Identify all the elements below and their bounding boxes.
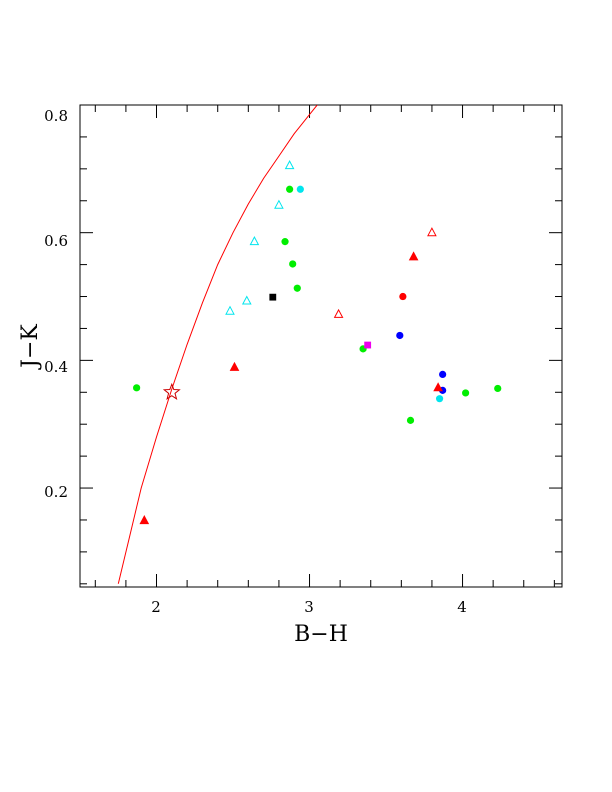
- point-triangle-red: [139, 515, 150, 525]
- plot-frame: [79, 104, 563, 588]
- y-tick-label-0.2: 0.2: [44, 483, 68, 501]
- x-tick-label-2: 2: [151, 598, 161, 616]
- axis-tick-labels: 2 3 4 0.2 0.4 0.6 0.8: [44, 107, 467, 616]
- point-circle-cyan: [296, 185, 304, 193]
- axis-ticks: [80, 104, 562, 587]
- curve-line: [117, 105, 318, 584]
- point-square-black: [269, 293, 277, 301]
- y-tick-label-0.4: 0.4: [44, 358, 68, 376]
- point-triangle-red: [408, 251, 419, 261]
- point-circle-green: [289, 260, 297, 268]
- point-triangle-cyan: [284, 160, 295, 170]
- point-circle-green: [133, 384, 141, 392]
- point-triangle-red: [229, 361, 240, 371]
- x-axis-title: B−H: [294, 622, 348, 647]
- point-triangle-cyan: [241, 295, 252, 305]
- star-marker: [162, 382, 181, 400]
- point-circle-blue: [439, 370, 447, 379]
- point-triangle-red: [427, 227, 437, 237]
- point-circle-green: [293, 284, 301, 292]
- y-tick-label-0.8: 0.8: [44, 107, 68, 125]
- point-triangle-red: [333, 308, 344, 318]
- point-circle-green: [462, 389, 470, 397]
- y-axis-title: J−K: [18, 324, 43, 370]
- model-curve: [117, 105, 318, 584]
- point-circle-green: [494, 384, 502, 393]
- point-triangle-cyan: [225, 305, 235, 315]
- data-points: [133, 160, 502, 525]
- y-tick-label-0.6: 0.6: [44, 232, 68, 250]
- point-square-magenta: [364, 341, 372, 349]
- point-circle-green: [281, 238, 289, 246]
- point-circle-green: [406, 416, 415, 424]
- point-circle-cyan: [435, 395, 444, 403]
- point-triangle-red: [433, 382, 443, 392]
- x-tick-label-4: 4: [457, 598, 467, 616]
- point-triangle-cyan: [274, 199, 284, 209]
- point-circle-green: [286, 185, 294, 193]
- point-circle-blue: [396, 331, 404, 340]
- point-circle-red: [399, 292, 407, 301]
- x-tick-label-3: 3: [304, 598, 314, 616]
- point-triangle-cyan: [249, 236, 260, 246]
